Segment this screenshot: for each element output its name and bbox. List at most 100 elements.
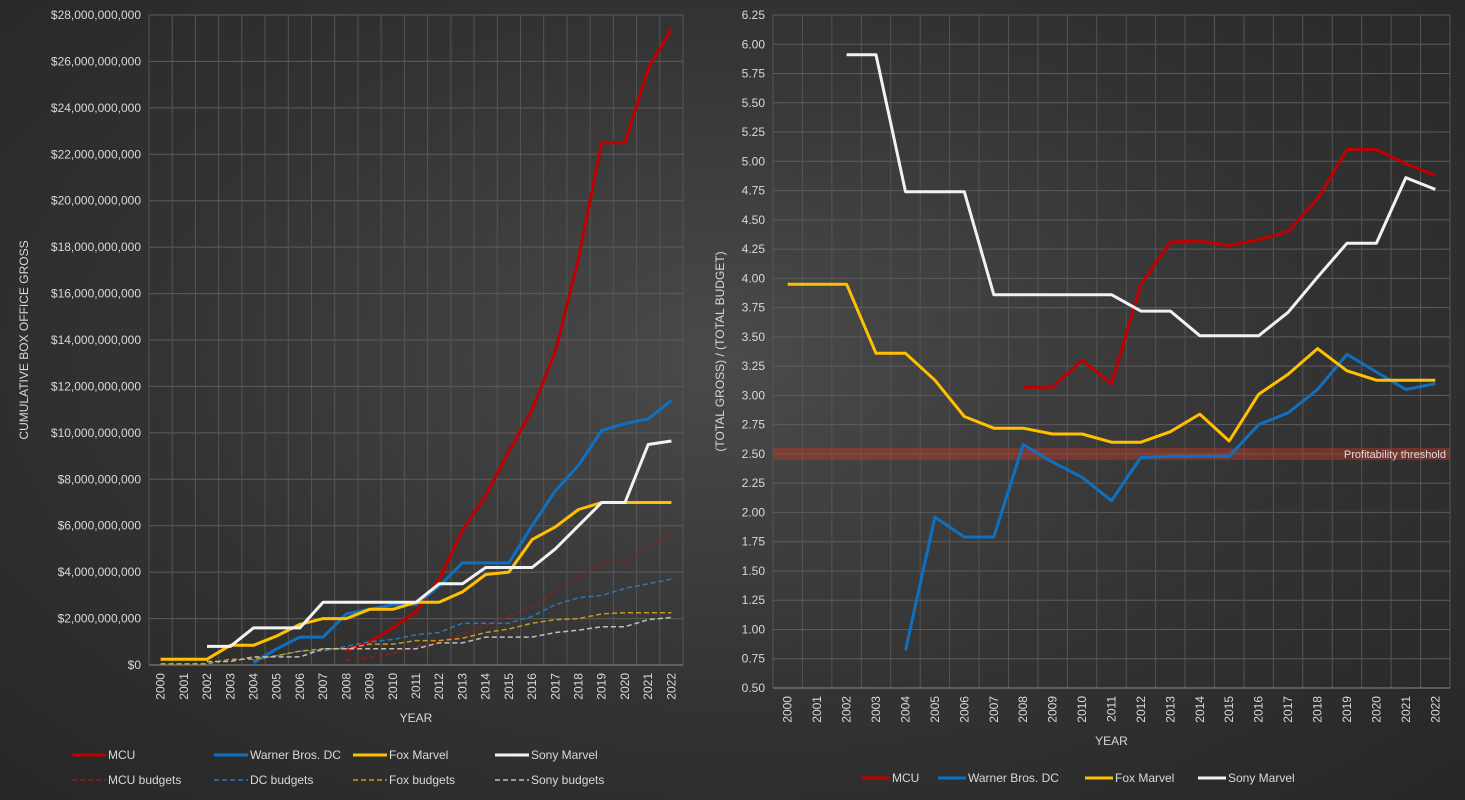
- y-tick-label: $24,000,000,000: [51, 101, 141, 115]
- y-tick-label: 1.25: [742, 593, 766, 607]
- x-tick-label: 2008: [339, 673, 353, 700]
- y-tick-label: 2.75: [742, 418, 766, 432]
- x-tick-label: 2016: [1252, 696, 1266, 723]
- x-tick-label: 2022: [1428, 696, 1442, 723]
- x-tick-label: 2015: [502, 673, 516, 700]
- series-line-warner-bros-dc: [904, 352, 1436, 651]
- x-tick-label: 2018: [572, 673, 586, 700]
- x-tick-label: 2000: [154, 673, 168, 700]
- x-tick-label: 2021: [1399, 696, 1413, 723]
- y-tick-label: 2.00: [742, 505, 766, 519]
- y-tick-label: 1.50: [742, 564, 766, 578]
- legend-label-mcu: MCU: [108, 748, 135, 762]
- x-tick-label: 2006: [957, 696, 971, 723]
- y-tick-label: $0: [128, 658, 142, 672]
- series-line-fox-budgets: [160, 612, 672, 665]
- y-tick-label: 0.50: [742, 681, 766, 695]
- x-tick-label: 2009: [363, 673, 377, 700]
- y-tick-label: 4.50: [742, 213, 766, 227]
- left-chart-cumulative-gross: $0 $2,000,000,000 $4,000,000,000 $6,000,000…: [17, 8, 684, 787]
- y-tick-label: 2.25: [742, 476, 766, 490]
- legend-label-fox-marvel: Fox Marvel: [389, 748, 448, 762]
- x-tick-label: 2018: [1311, 696, 1325, 723]
- x-tick-label: 2019: [595, 673, 609, 700]
- x-tick-label: 2020: [1369, 696, 1383, 723]
- right-chart-gross-budget-ratio: 0.50 0.75 1.00 1.25 1.50 1.75 2.00 2.25 2.50 2.75…: [713, 8, 1451, 785]
- y-tick-label: $6,000,000,000: [58, 519, 142, 533]
- x-tick-label: 2015: [1222, 696, 1236, 723]
- x-tick-label: 2011: [409, 673, 423, 699]
- y-tick-label: $12,000,000,000: [51, 379, 141, 393]
- legend-label-warner-bros-dc: Warner Bros. DC: [250, 748, 341, 762]
- x-tick-label: 2012: [1134, 696, 1148, 723]
- legend-label-fox-budgets: Fox budgets: [389, 773, 455, 787]
- y-tick-label: $26,000,000,000: [51, 54, 141, 68]
- y-tick-label: 0.75: [742, 652, 766, 666]
- x-tick-label: 2013: [1163, 696, 1177, 723]
- y-tick-label: $18,000,000,000: [51, 240, 141, 254]
- y-tick-label: 4.75: [742, 184, 766, 198]
- series-line-sony-marvel: [207, 439, 672, 648]
- y-tick-label: 3.25: [742, 359, 766, 373]
- x-tick-label: 2017: [548, 673, 562, 700]
- x-tick-label: 2012: [432, 673, 446, 700]
- y-tick-label: 1.00: [742, 622, 766, 636]
- series-line-fox-marvel: [787, 282, 1436, 444]
- x-tick-label: 2004: [246, 673, 260, 700]
- x-tick-label: 2020: [618, 673, 632, 700]
- x-tick-label: 2010: [1075, 696, 1089, 723]
- legend-label-warner-bros-dc: Warner Bros. DC: [968, 771, 1059, 785]
- series-line-sony-budgets: [207, 616, 672, 663]
- x-tick-label: 2021: [641, 673, 655, 700]
- y-tick-label: 4.25: [742, 242, 766, 256]
- profitability-threshold-label: Profitability threshold: [1344, 449, 1446, 461]
- x-tick-label: 2011: [1105, 696, 1119, 722]
- y-tick-label: 1.75: [742, 535, 766, 549]
- y-axis-title: (TOTAL GROSS) / (TOTAL BUDGET): [713, 251, 727, 451]
- x-tick-label: 2001: [810, 696, 824, 723]
- y-tick-label: 5.25: [742, 125, 766, 139]
- series-line-warner-bros-dc: [252, 399, 673, 664]
- y-tick-label: 6.25: [742, 8, 766, 22]
- y-axis-title: CUMULATIVE BOX OFFICE GROSS: [17, 240, 31, 439]
- legend-label-mcu: MCU: [892, 771, 919, 785]
- x-tick-label: 2019: [1340, 696, 1354, 723]
- y-tick-label: $28,000,000,000: [51, 8, 141, 22]
- y-tick-label: 2.50: [742, 447, 766, 461]
- x-tick-label: 2007: [316, 673, 330, 700]
- x-tick-label: 2008: [1016, 696, 1030, 723]
- y-tick-label: 6.00: [742, 37, 766, 51]
- legend-label-sony-marvel: Sony Marvel: [1228, 771, 1295, 785]
- x-tick-label: 2002: [840, 696, 854, 723]
- x-tick-label: 2001: [177, 673, 191, 700]
- y-tick-label: $20,000,000,000: [51, 194, 141, 208]
- x-tick-label: 2022: [664, 673, 678, 700]
- x-axis-title: YEAR: [1095, 734, 1128, 748]
- legend-label-sony-budgets: Sony budgets: [531, 773, 604, 787]
- series-line-mcu: [345, 28, 673, 653]
- y-tick-label: 3.50: [742, 330, 766, 344]
- x-tick-label: 2005: [928, 696, 942, 723]
- legend-label-sony-marvel: Sony Marvel: [531, 748, 598, 762]
- y-tick-label: 5.50: [742, 96, 766, 110]
- x-tick-label: 2002: [200, 673, 214, 700]
- y-tick-label: $8,000,000,000: [58, 472, 142, 486]
- x-tick-label: 2005: [270, 673, 284, 700]
- x-tick-label: 2010: [386, 673, 400, 700]
- series-line-mcu-budgets: [346, 534, 672, 662]
- x-tick-label: 2014: [479, 673, 493, 700]
- y-tick-label: 3.00: [742, 388, 766, 402]
- x-tick-label: 2013: [455, 673, 469, 700]
- x-tick-label: 2009: [1046, 696, 1060, 723]
- y-tick-label: $14,000,000,000: [51, 333, 141, 347]
- x-tick-label: 2016: [525, 673, 539, 700]
- x-tick-label: 2006: [293, 673, 307, 700]
- y-tick-label: $10,000,000,000: [51, 426, 141, 440]
- y-tick-label: $4,000,000,000: [58, 565, 142, 579]
- series-line-sony-marvel: [846, 53, 1436, 338]
- y-tick-label: $16,000,000,000: [51, 287, 141, 301]
- profitability-threshold-band: [773, 447, 1450, 460]
- y-tick-label: 3.75: [742, 301, 766, 315]
- y-tick-label: 5.75: [742, 67, 766, 81]
- x-tick-label: 2007: [987, 696, 1001, 723]
